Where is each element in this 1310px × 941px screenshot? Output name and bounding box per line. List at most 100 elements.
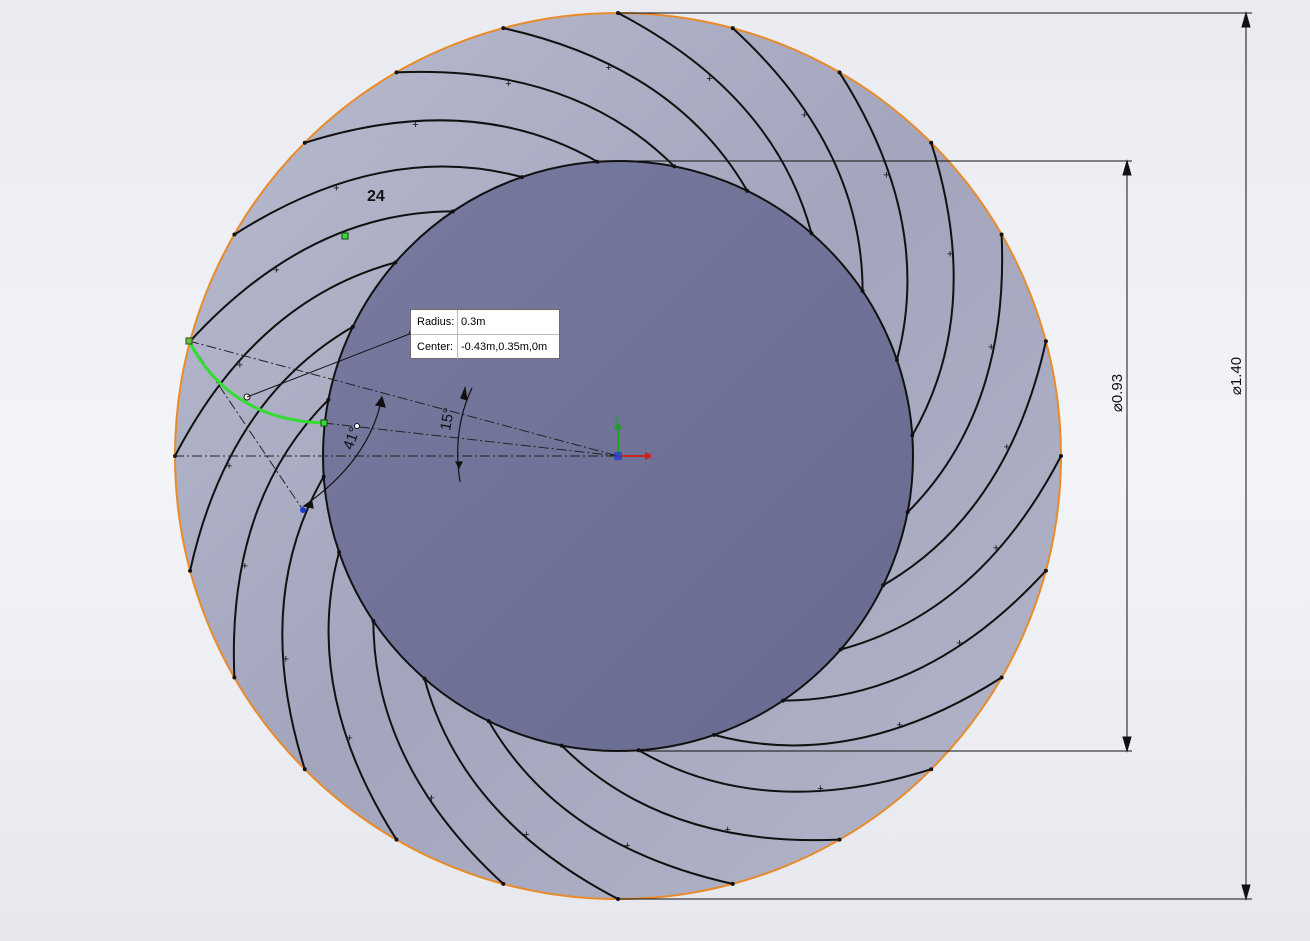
blade-curve[interactable]	[487, 720, 733, 885]
tooltip-center-value: -0.43m,0.35m,0m	[461, 341, 548, 353]
blade-endpoint[interactable]	[999, 675, 1004, 680]
blade-endpoint[interactable]	[520, 175, 524, 180]
blade-curve[interactable]	[838, 71, 909, 361]
blade-endpoint[interactable]	[350, 324, 355, 329]
blade-endpoint[interactable]	[730, 881, 735, 886]
blade-endpoint[interactable]	[712, 732, 716, 737]
blade-endpoint[interactable]	[393, 260, 398, 265]
arc-endpoint-handle[interactable]	[185, 337, 193, 345]
angle-label-41[interactable]: 41°	[340, 425, 364, 452]
blade-curve[interactable]	[174, 261, 396, 457]
angle-label-15[interactable]: 15°	[437, 407, 458, 432]
blade-endpoint[interactable]	[999, 232, 1004, 237]
arc-center-point[interactable]	[300, 507, 306, 513]
blade-curve[interactable]	[304, 119, 598, 163]
blade-endpoint[interactable]	[232, 232, 237, 237]
blade-count-label[interactable]: 24	[367, 188, 385, 205]
blade-endpoint[interactable]	[422, 676, 427, 681]
sketch-point-handle[interactable]	[341, 232, 349, 240]
blade-curve[interactable]	[840, 455, 1062, 651]
blade-endpoint[interactable]	[894, 358, 899, 362]
blade-curve[interactable]	[281, 476, 325, 770]
blade-center-marker: +	[428, 793, 434, 805]
blade-curve[interactable]	[560, 744, 840, 842]
origin-triad-icon: X Y	[614, 416, 653, 461]
blade-curve[interactable]	[911, 142, 955, 436]
blade-endpoint[interactable]	[1043, 568, 1048, 573]
blade-endpoint[interactable]	[838, 647, 843, 652]
blade-endpoint[interactable]	[929, 767, 934, 772]
blade-center-marker: +	[724, 824, 730, 836]
arc-endpoint-handle[interactable]	[320, 419, 328, 427]
blade-endpoint[interactable]	[321, 474, 326, 479]
blade-endpoint[interactable]	[881, 583, 886, 588]
blade-endpoint[interactable]	[905, 510, 910, 515]
blade-curve[interactable]	[232, 398, 330, 678]
blade-endpoint[interactable]	[636, 748, 641, 753]
blade-center-marker: +	[896, 719, 902, 731]
blade-curve[interactable]	[233, 165, 523, 236]
blade-endpoint[interactable]	[672, 164, 677, 169]
blade-curve[interactable]	[423, 678, 619, 900]
blade-curve[interactable]	[617, 12, 813, 234]
blade-endpoint[interactable]	[910, 433, 915, 438]
blade-curve[interactable]	[327, 551, 398, 841]
blade-center-marker: +	[237, 359, 243, 371]
blade-endpoint[interactable]	[730, 26, 735, 31]
blade-curves[interactable]: + + + + + + + + + + + + + + + + + + + + + + + +	[173, 11, 1063, 901]
blade-endpoint[interactable]	[1043, 339, 1048, 344]
blade-center-marker: +	[947, 249, 953, 261]
blade-endpoint[interactable]	[337, 550, 342, 554]
blade-curve[interactable]	[372, 620, 504, 885]
svg-text:X: X	[647, 452, 653, 461]
blade-curve[interactable]	[906, 234, 1004, 514]
blade-endpoint[interactable]	[486, 719, 491, 724]
blade-curve[interactable]	[638, 749, 932, 793]
blade-curve[interactable]	[782, 570, 1047, 702]
blade-endpoint[interactable]	[1059, 454, 1063, 458]
blade-curve[interactable]	[189, 325, 354, 571]
blade-endpoint[interactable]	[860, 289, 865, 293]
blade-curve[interactable]	[882, 341, 1047, 587]
inner-diameter-dimension[interactable]	[618, 159, 1132, 753]
angle-dimension-15[interactable]	[455, 385, 473, 483]
blade-endpoint[interactable]	[371, 619, 376, 623]
outer-diameter-label[interactable]: ⌀1.40	[1228, 357, 1245, 395]
blade-center-marker: +	[346, 733, 352, 745]
blade-endpoint[interactable]	[188, 568, 193, 573]
blade-center-marker: +	[333, 183, 339, 195]
blade-endpoint[interactable]	[745, 188, 750, 193]
blade-endpoint[interactable]	[809, 231, 814, 236]
angle-dimension-41[interactable]	[302, 395, 386, 509]
angle-dimension-handle[interactable]	[354, 423, 360, 429]
blade-endpoint[interactable]	[781, 698, 785, 703]
tooltip-radius-value: 0.3m	[461, 316, 486, 328]
blade-endpoint[interactable]	[394, 70, 399, 75]
blade-center-marker: +	[242, 561, 248, 573]
blade-center-marker: +	[226, 460, 232, 472]
blade-endpoint[interactable]	[302, 140, 307, 145]
inner-diameter-label[interactable]: ⌀0.93	[1109, 374, 1126, 412]
blade-curve[interactable]	[732, 27, 864, 292]
blade-endpoint[interactable]	[559, 743, 564, 748]
blade-endpoint[interactable]	[837, 837, 842, 842]
blade-endpoint[interactable]	[929, 140, 934, 145]
blade-endpoint[interactable]	[394, 837, 399, 842]
blade-endpoint[interactable]	[501, 881, 506, 886]
blade-endpoint[interactable]	[501, 26, 506, 31]
blade-curve[interactable]	[189, 210, 454, 342]
blade-endpoint[interactable]	[326, 397, 331, 402]
blade-curve[interactable]	[503, 27, 749, 192]
blade-curve[interactable]	[396, 70, 676, 168]
outer-diameter-dimension[interactable]	[618, 11, 1252, 901]
selected-arc[interactable]	[187, 340, 325, 425]
blade-endpoint[interactable]	[837, 70, 842, 75]
blade-endpoint[interactable]	[451, 209, 455, 214]
blade-endpoint[interactable]	[302, 767, 307, 772]
blade-center-marker: +	[993, 543, 999, 555]
blade-center-marker: +	[883, 169, 889, 181]
blade-endpoint[interactable]	[595, 159, 600, 164]
blade-curve[interactable]	[713, 676, 1003, 747]
blade-endpoint[interactable]	[232, 675, 237, 680]
